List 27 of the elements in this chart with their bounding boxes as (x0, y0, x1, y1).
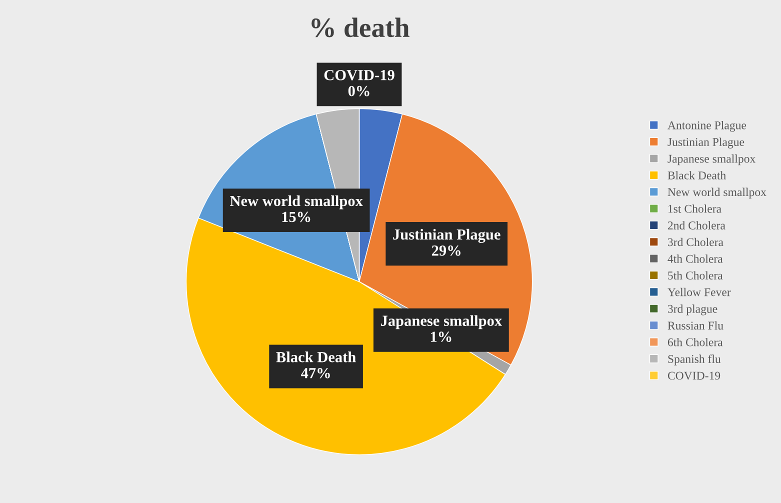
data-label: 29% (432, 245, 460, 256)
legend-label: 3rd Cholera (668, 238, 724, 246)
legend-label: Justinian Plague (668, 138, 744, 148)
chart-title: % death (312, 18, 410, 38)
legend-label: 4th Cholera (668, 254, 723, 263)
slice-label: Justinian Plague (393, 228, 500, 243)
legend-label: 3rd plague (668, 304, 718, 316)
legend-label: Yellow Fever (668, 288, 731, 296)
legend-label: 1st Cholera (668, 204, 722, 213)
legend-label: Antonine Plague (668, 121, 746, 132)
category-label: COVID-19 (324, 70, 394, 80)
data-label: 15% (282, 212, 310, 222)
legend-label: Black Death (668, 171, 726, 180)
slice-label: Black Death (276, 352, 356, 362)
data-label: 47% (300, 368, 330, 378)
legend-label: Spanish flu (668, 354, 721, 366)
data-label: 1% (430, 332, 452, 342)
legend-label: Russian Flu (668, 321, 724, 330)
legend-label: 5th Cholera (668, 271, 723, 280)
legend-label: 2nd Cholera (668, 221, 726, 230)
text: 0% (348, 86, 370, 96)
legend-label: New world smallpox (668, 188, 766, 198)
legend-label: Japanese smallpox (668, 154, 756, 166)
slice-label: Japanese smallpox (380, 315, 502, 330)
slice-label: New world smallpox (230, 195, 363, 210)
legend-label: COVID-19 (668, 372, 720, 380)
legend-label: 6th Cholera (668, 338, 723, 346)
